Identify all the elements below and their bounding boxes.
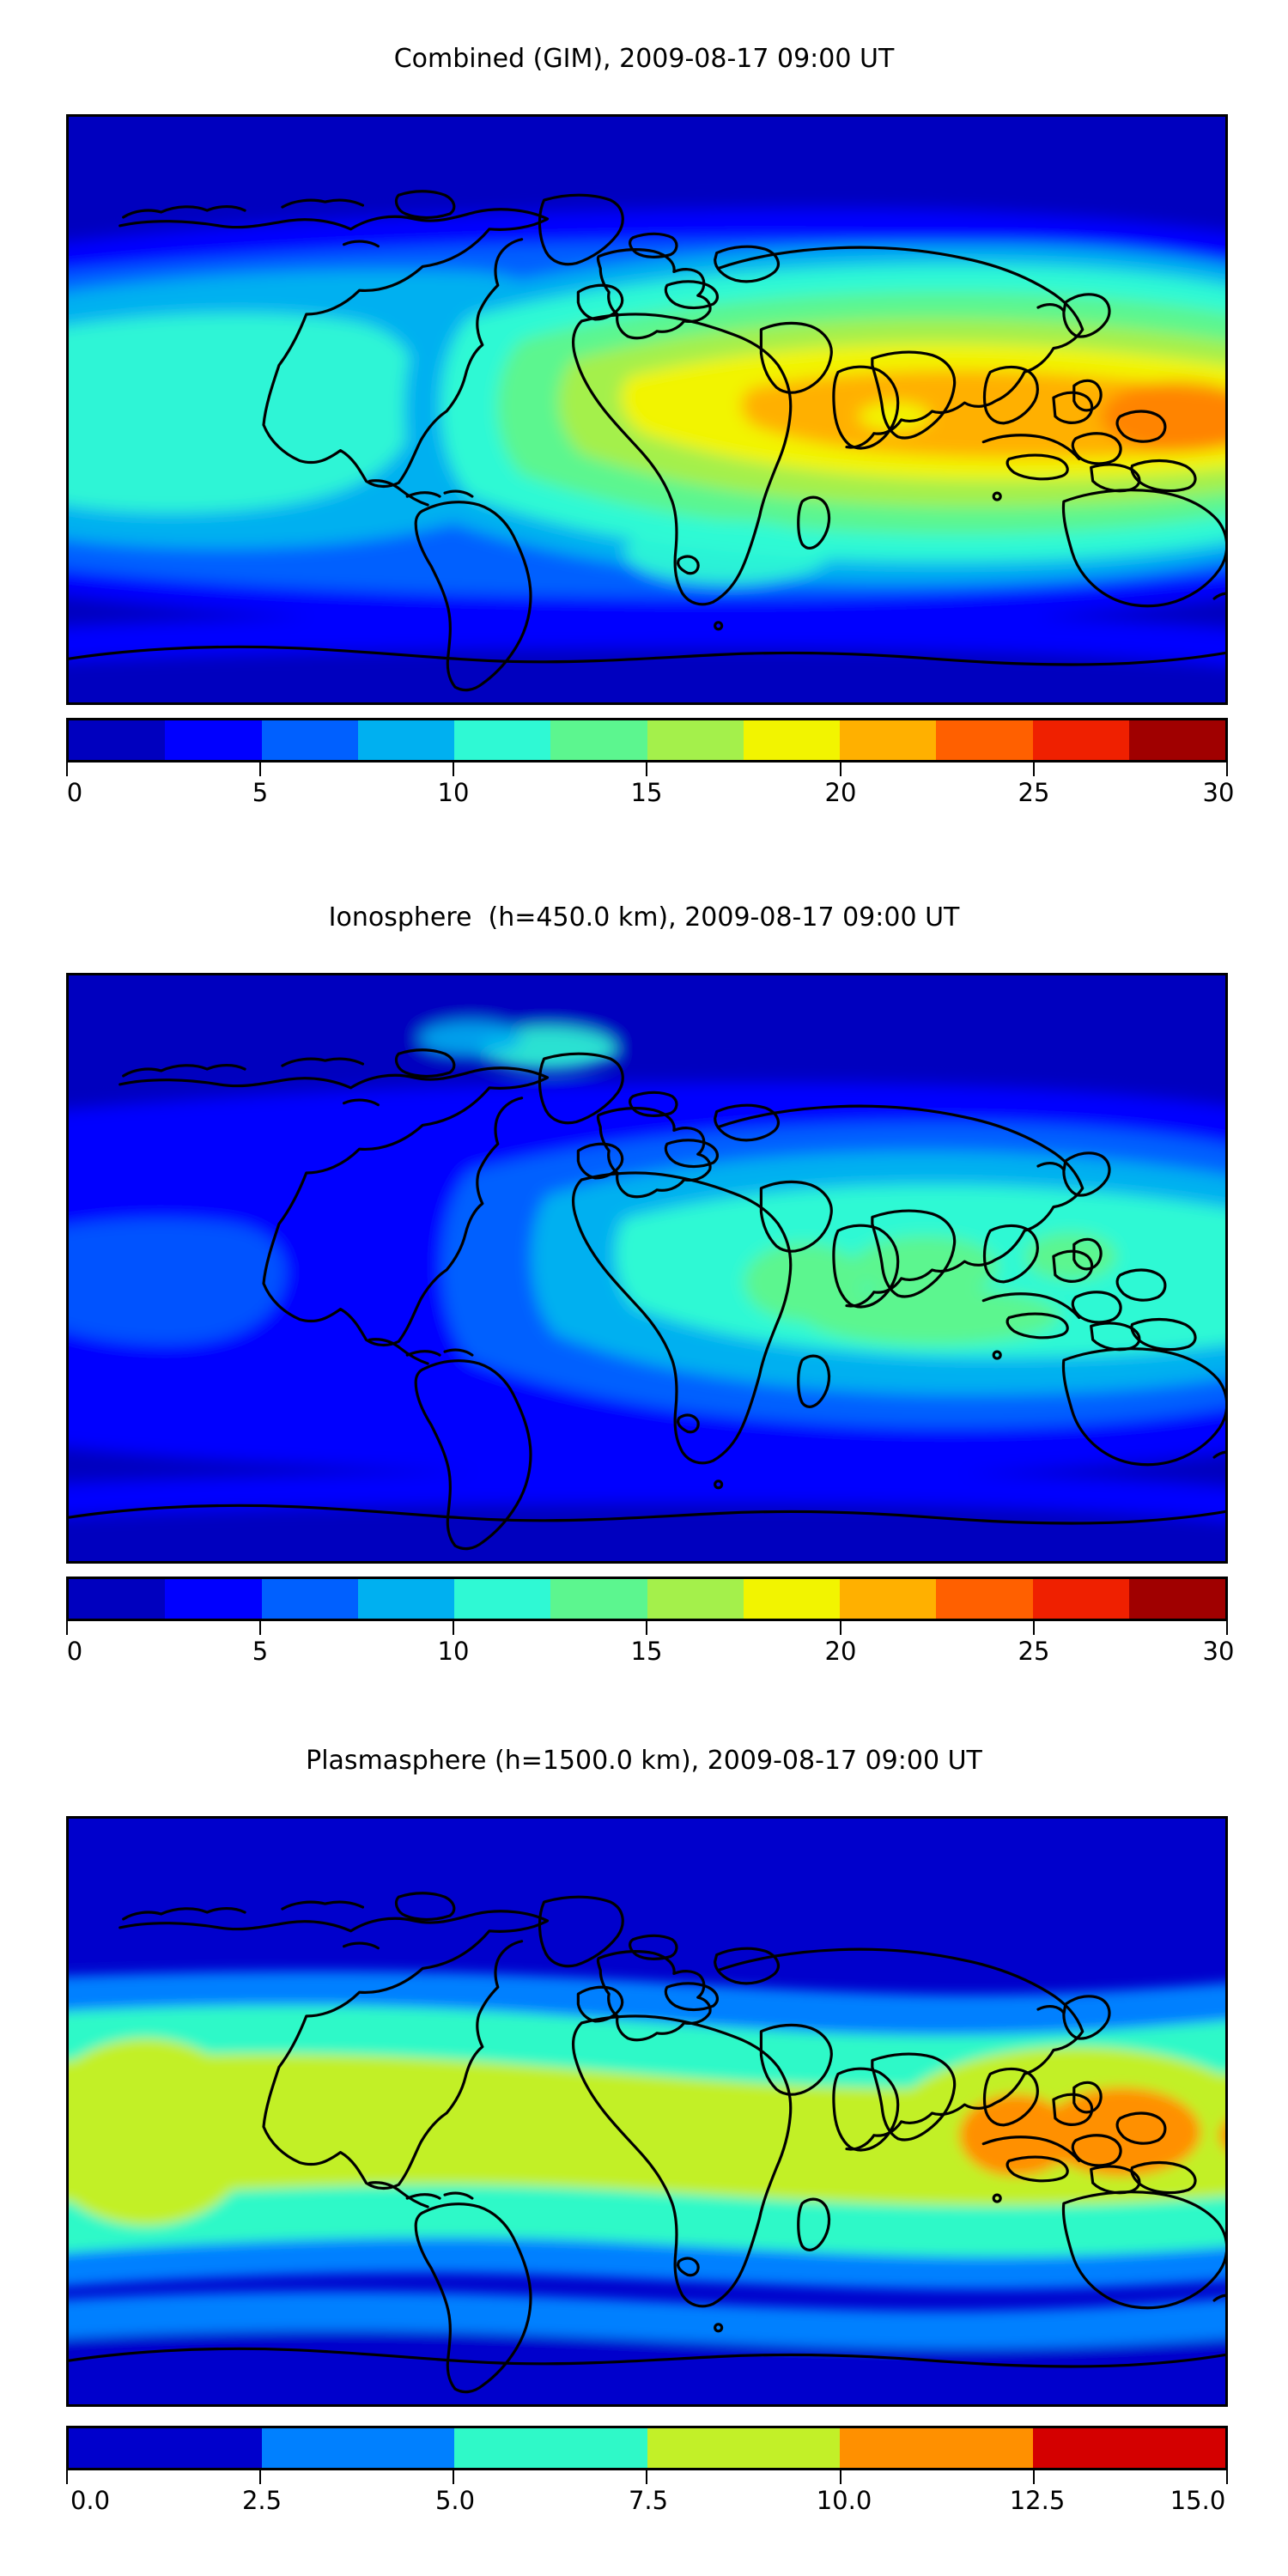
cbar-ticklabel: 10.0: [816, 2486, 872, 2515]
cbar-tick: [1226, 1621, 1228, 1635]
cbar-ticklabel: 15: [630, 1637, 663, 1666]
map-combined-gim: [66, 114, 1228, 705]
cbar-tick: [1033, 1621, 1035, 1635]
cbar-ticklabel: 15: [630, 778, 663, 807]
map-canvas-ionosphere: [69, 975, 1225, 1561]
coastlines-ionosphere: [69, 1048, 1225, 1551]
cbar-ticklabel: 5.0: [434, 2486, 476, 2515]
cbar-seg: [69, 2428, 262, 2468]
cbar-seg: [454, 720, 551, 760]
cbar-seg: [165, 1579, 262, 1619]
colorbar-axis-ionosphere: 0 5 10 15 20 25 30: [66, 1621, 1234, 1673]
cbar-tick: [66, 2470, 68, 2484]
map-canvas-plasmasphere: [69, 1819, 1225, 2404]
cbar-seg: [550, 1579, 647, 1619]
cbar-tick: [646, 762, 647, 776]
cbar-seg: [1032, 720, 1129, 760]
colorbar-strip-plasmasphere: [66, 2426, 1228, 2470]
cbar-tick: [453, 2470, 454, 2484]
cbar-seg: [357, 720, 454, 760]
cbar-tick: [66, 762, 68, 776]
colorbar-ionosphere: 0 5 10 15 20 25 30: [66, 1577, 1234, 1680]
panel-ionosphere: Ionosphere (h=450.0 km), 2009-08-17 09:0…: [0, 859, 1288, 1717]
cbar-seg: [261, 2428, 454, 2468]
cbar-tick: [840, 2470, 841, 2484]
cbar-ticklabel: 7.5: [628, 2486, 669, 2515]
cbar-tick: [840, 762, 841, 776]
cbar-seg: [454, 1579, 551, 1619]
cbar-ticklabel: 15.0: [1170, 2486, 1226, 2515]
cbar-seg: [454, 2428, 647, 2468]
cbar-seg: [647, 720, 744, 760]
coastlines-combined-gim: [69, 190, 1225, 692]
cbar-seg: [1032, 2428, 1225, 2468]
colorbar-strip-combined-gim: [66, 718, 1228, 762]
panel-combined-gim: Combined (GIM), 2009-08-17 09:00 UT: [0, 0, 1288, 859]
colorbar-axis-combined-gim: 0 5 10 15 20 25 30: [66, 762, 1234, 814]
colorbar-plasmasphere: 0.0 2.5 5.0 7.5 10.0 12.5 15.0: [66, 2426, 1228, 2529]
panel-title-ionosphere: Ionosphere (h=450.0 km), 2009-08-17 09:0…: [328, 902, 960, 933]
cbar-seg: [936, 720, 1033, 760]
cbar-seg: [165, 720, 262, 760]
cbar-ticklabel: 0.0: [70, 2486, 111, 2515]
cbar-ticklabel: 10: [437, 778, 470, 807]
map-ionosphere: [66, 973, 1228, 1564]
cbar-tick: [1033, 762, 1035, 776]
cbar-seg: [840, 720, 937, 760]
cbar-ticklabel: 10: [437, 1637, 470, 1666]
cbar-ticklabel: 25: [1018, 1637, 1050, 1666]
cbar-tick: [1226, 762, 1228, 776]
colorbar-axis-plasmasphere: 0.0 2.5 5.0 7.5 10.0 12.5 15.0: [66, 2470, 1228, 2522]
cbar-tick: [453, 762, 454, 776]
cbar-seg: [69, 720, 166, 760]
cbar-seg: [936, 1579, 1033, 1619]
cbar-tick: [453, 1621, 454, 1635]
panel-title-combined-gim: Combined (GIM), 2009-08-17 09:00 UT: [393, 44, 895, 74]
map-canvas-combined-gim: [69, 117, 1225, 702]
cbar-tick: [646, 2470, 647, 2484]
cbar-seg: [357, 1579, 454, 1619]
cbar-ticklabel: 20: [824, 778, 857, 807]
panel-plasmasphere: Plasmasphere (h=1500.0 km), 2009-08-17 0…: [0, 1717, 1288, 2576]
cbar-seg: [1128, 1579, 1225, 1619]
cbar-tick: [66, 1621, 68, 1635]
cbar-seg: [840, 2428, 1033, 2468]
cbar-seg: [743, 1579, 840, 1619]
cbar-ticklabel: 30: [1202, 1637, 1235, 1666]
cbar-seg: [647, 2428, 840, 2468]
cbar-ticklabel: 12.5: [1009, 2486, 1066, 2515]
cbar-seg: [647, 1579, 744, 1619]
cbar-tick: [1226, 2470, 1228, 2484]
cbar-tick: [259, 2470, 261, 2484]
cbar-ticklabel: 30: [1202, 778, 1235, 807]
cbar-ticklabel: 5: [252, 1637, 269, 1666]
map-plasmasphere: [66, 1816, 1228, 2407]
cbar-ticklabel: 0: [66, 778, 83, 807]
cbar-seg: [840, 1579, 937, 1619]
cbar-seg: [1128, 720, 1225, 760]
cbar-ticklabel: 25: [1018, 778, 1050, 807]
cbar-tick: [1033, 2470, 1035, 2484]
cbar-seg: [261, 720, 358, 760]
cbar-ticklabel: 20: [824, 1637, 857, 1666]
cbar-seg: [743, 720, 840, 760]
cbar-seg: [261, 1579, 358, 1619]
cbar-seg: [1032, 1579, 1129, 1619]
cbar-ticklabel: 0: [66, 1637, 83, 1666]
colorbar-combined-gim: 0 5 10 15 20 25 30: [66, 718, 1234, 821]
cbar-tick: [646, 1621, 647, 1635]
cbar-ticklabel: 2.5: [241, 2486, 283, 2515]
cbar-ticklabel: 5: [252, 778, 269, 807]
cbar-seg: [69, 1579, 166, 1619]
cbar-tick: [259, 1621, 261, 1635]
cbar-tick: [840, 1621, 841, 1635]
colorbar-strip-ionosphere: [66, 1577, 1228, 1621]
cbar-tick: [259, 762, 261, 776]
cbar-seg: [550, 720, 647, 760]
coastlines-plasmasphere: [69, 1892, 1225, 2394]
panel-title-plasmasphere: Plasmasphere (h=1500.0 km), 2009-08-17 0…: [306, 1746, 982, 1776]
